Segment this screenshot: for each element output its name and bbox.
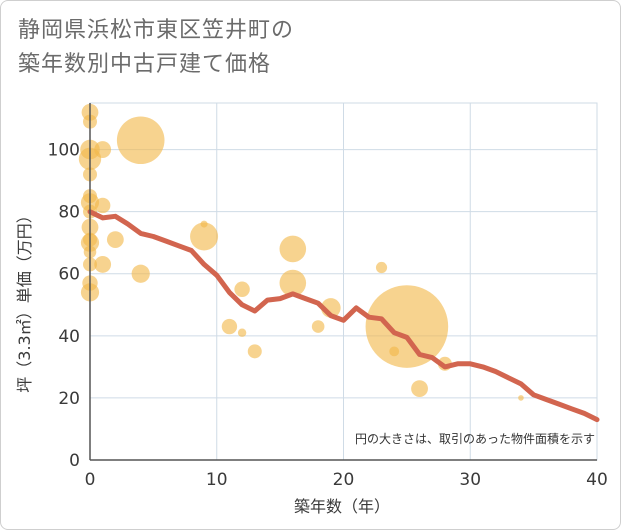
y-tick-label: 100 — [48, 141, 80, 161]
bubble-point — [106, 231, 124, 248]
bubble-point — [247, 344, 262, 359]
bubble-series — [78, 103, 524, 401]
bubble-point — [389, 346, 400, 357]
x-tick-label: 10 — [206, 470, 228, 490]
y-tick-label: 0 — [69, 451, 80, 471]
bubble-point — [221, 318, 238, 335]
tick-labels: 0 10 20 30 40 0 20 40 60 80 100 — [48, 141, 608, 490]
chart-title-line2: 築年数別中古戸建て価格 — [18, 52, 272, 77]
bubble-point — [411, 380, 428, 397]
axes — [89, 103, 597, 461]
bubble-point — [237, 328, 247, 337]
bubble-point — [94, 256, 112, 273]
bubble-point — [279, 269, 307, 297]
bubble-point — [375, 261, 388, 274]
chart-title-line1: 静岡県浜松市東区笠井町の — [18, 18, 295, 43]
y-axis-title: 坪（3.3㎡）単価（万円） — [15, 207, 34, 392]
y-tick-label: 40 — [58, 327, 80, 347]
x-tick-label: 40 — [586, 470, 608, 490]
bubble-point — [94, 141, 112, 158]
x-tick-label: 30 — [459, 470, 481, 490]
bubble-point — [190, 222, 219, 251]
bubble-point — [200, 220, 208, 228]
chart-title: 静岡県浜松市東区笠井町の 築年数別中古戸建て価格 — [18, 14, 294, 82]
x-axis-title: 築年数（年） — [294, 497, 390, 516]
y-tick-label: 20 — [58, 389, 80, 409]
bubble-point — [518, 395, 524, 401]
trend-line — [87, 209, 600, 423]
bubble-point — [279, 235, 307, 263]
x-tick-label: 0 — [85, 470, 96, 490]
grid-lines — [89, 102, 598, 461]
bubble-point — [94, 197, 111, 214]
bubble-point — [365, 285, 449, 368]
x-tick-label: 20 — [333, 470, 355, 490]
bubble-point — [116, 116, 165, 165]
y-tick-label: 60 — [58, 265, 80, 285]
bubble-size-note: 円の大きさは、取引のあった物件面積を示す — [355, 431, 595, 446]
bubble-point — [131, 264, 150, 283]
trend-line-group — [87, 209, 600, 423]
bubble-point — [311, 320, 325, 333]
bubble-point — [234, 281, 250, 297]
y-tick-label: 80 — [58, 203, 80, 223]
